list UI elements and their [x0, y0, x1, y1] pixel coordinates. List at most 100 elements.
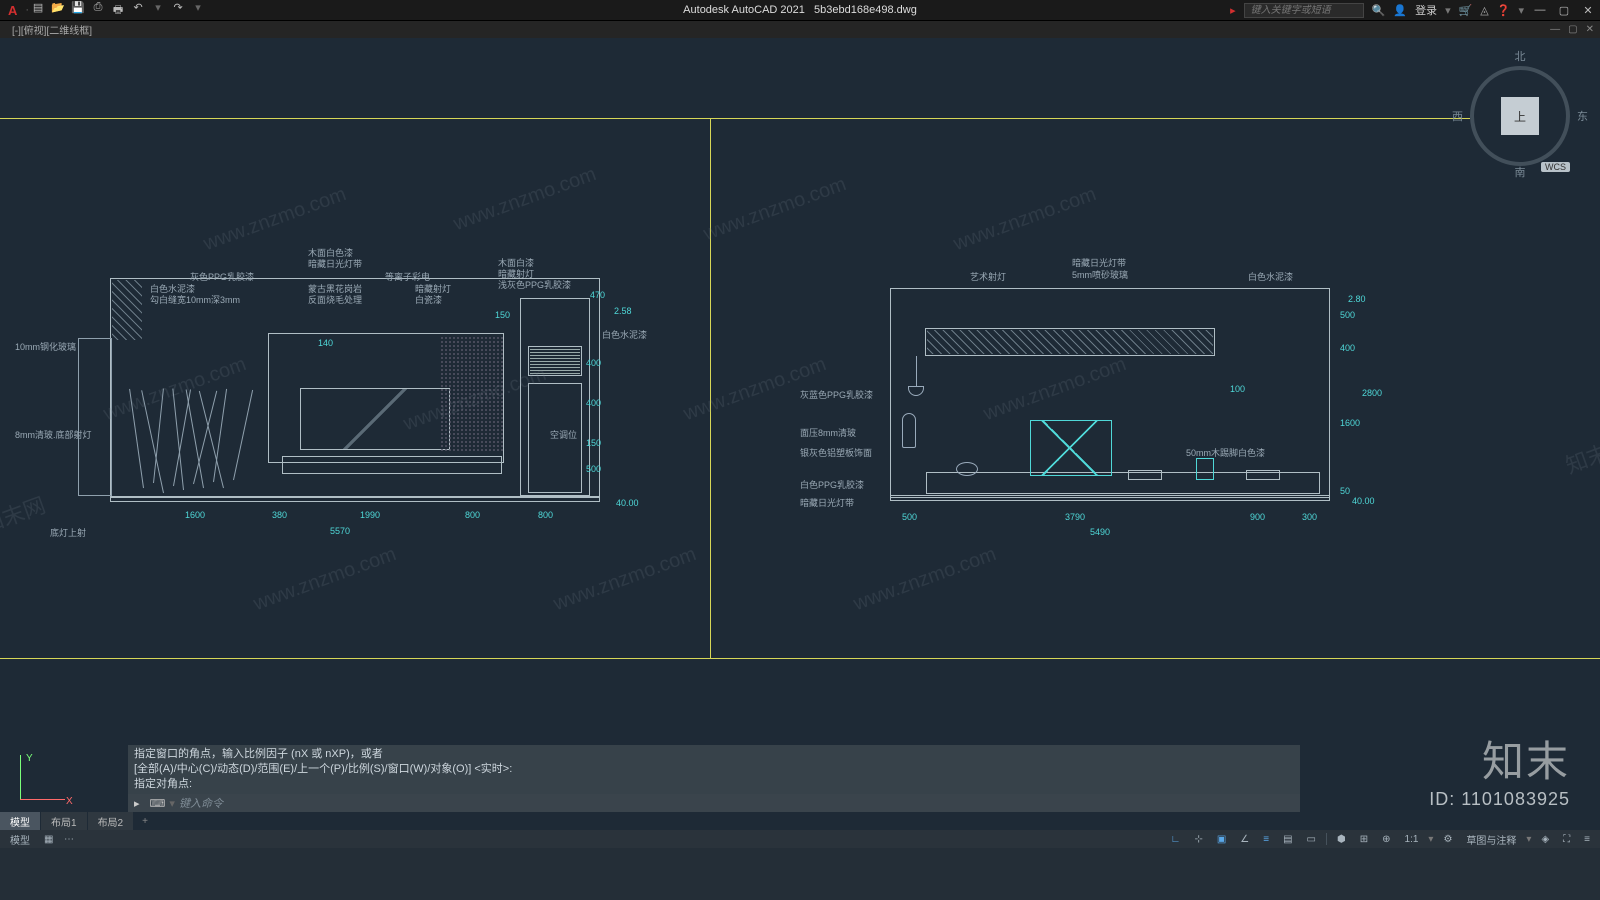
watermark-url: www.znzmo.com [451, 163, 600, 236]
tab-add-button[interactable]: + [134, 814, 156, 829]
status-trans-icon[interactable]: ▤ [1279, 834, 1296, 845]
vp-maximize-icon[interactable]: ▢ [1568, 24, 1577, 35]
qat-saveas-icon[interactable]: ⎙ [89, 1, 107, 20]
vp-minimize-icon[interactable]: — [1550, 24, 1560, 35]
status-dyn-icon[interactable]: ⊕ [1378, 834, 1394, 845]
wcs-badge[interactable]: WCS [1541, 162, 1570, 172]
dim-470: 470 [590, 290, 605, 300]
navcube-east[interactable]: 东 [1577, 108, 1588, 124]
dim-5570: 5570 [330, 526, 350, 536]
lbl-cement2: 白色水泥漆 [602, 328, 647, 341]
status-workspace-icon[interactable]: ◈ [1537, 834, 1553, 845]
dim-r280: 2.80 [1348, 294, 1366, 304]
lbl-50mm: 50mm木踢脚白色漆 [1186, 446, 1265, 459]
navcube-west[interactable]: 西 [1452, 108, 1463, 124]
dim-1990: 1990 [360, 510, 380, 520]
cmd-input-icon: ⌨ [146, 797, 170, 810]
command-area: 指定窗口的角点，输入比例因子 (nX 或 nXP)，或者 [全部(A)/中心(C… [128, 745, 1300, 812]
status-more-icon[interactable]: ⋯ [60, 834, 78, 845]
title-bar: A · ▤ 📂 💾 ⎙ 🖶 ↶ ▾ ↷ ▾ Autodesk AutoCAD 2… [0, 0, 1600, 20]
lbl-8mm-r: 面压8mm清玻 [800, 426, 856, 439]
tab-layout1[interactable]: 布局1 [41, 812, 87, 831]
navcube-north[interactable]: 北 [1515, 48, 1526, 64]
dim-r100: 100 [1230, 384, 1245, 394]
lbl-ppg: 灰色PPG乳胶漆 [190, 270, 254, 283]
minimize-button[interactable]: — [1532, 4, 1548, 16]
status-sel-icon[interactable]: ▭ [1303, 834, 1320, 845]
dim-r50: 50 [1340, 486, 1350, 496]
help-icon[interactable]: ❓ [1497, 4, 1511, 17]
status-anno-label[interactable]: 草图与注释 [1462, 832, 1520, 847]
dim-400b: 400 [586, 398, 601, 408]
status-bar: 模型 ▦ ⋯ ∟ ⊹ ▣ ∠ ≡ ▤ ▭ ⬢ ⊞ ⊕ 1:1 ▾ ⚙ 草图与注释… [0, 830, 1600, 848]
search-icon[interactable]: 🔍 [1372, 4, 1386, 17]
lbl-cement-r: 白色水泥漆 [1248, 270, 1293, 283]
cmd-hist-line: 指定窗口的角点，输入比例因子 (nX 或 nXP)，或者 [134, 747, 1294, 762]
watermark-corner: 知末网 [1561, 428, 1600, 481]
status-snap-icon[interactable]: ⊞ [1356, 834, 1372, 845]
lbl-ppg-white: 白色PPG乳胶漆 [800, 478, 864, 491]
watermark-url: www.znzmo.com [701, 173, 850, 246]
command-history: 指定窗口的角点，输入比例因子 (nX 或 nXP)，或者 [全部(A)/中心(C… [128, 745, 1300, 794]
watermark-url: www.znzmo.com [951, 183, 1100, 256]
ucs-x-label: X [66, 796, 73, 807]
lbl-art-spot: 艺术射灯 [970, 270, 1006, 283]
lbl-hidden: 暗藏日光灯带 [308, 257, 362, 270]
status-scale[interactable]: 1:1 [1401, 834, 1423, 845]
dim-400a: 400 [586, 358, 601, 368]
qat-plot-icon[interactable]: 🖶 [109, 1, 127, 20]
login-label[interactable]: 登录 [1415, 2, 1437, 18]
status-ortho-icon[interactable]: ∟ [1167, 834, 1185, 845]
qat-undo-icon[interactable]: ↶ [129, 1, 147, 20]
qat-save-icon[interactable]: 💾 [69, 1, 87, 20]
vp-close-icon[interactable]: ✕ [1586, 24, 1594, 35]
dim-140: 140 [318, 338, 333, 348]
tab-layout2[interactable]: 布局2 [88, 812, 134, 831]
status-grid-icon[interactable]: ▦ [40, 834, 57, 845]
navcube-south[interactable]: 南 [1515, 164, 1526, 180]
status-polar-icon[interactable]: ⊹ [1190, 834, 1206, 845]
status-osnap-icon[interactable]: ▣ [1213, 834, 1230, 845]
command-input[interactable]: 键入命令 [175, 795, 223, 811]
close-button[interactable]: ✕ [1580, 4, 1596, 17]
viewport-label[interactable]: [-][俯视][二维线框] [6, 22, 98, 37]
dim-258: 2.58 [614, 306, 632, 316]
dim-r2800: 2800 [1362, 388, 1382, 398]
watermark-brand: 知末 ID: 1101083925 [1429, 728, 1570, 810]
cmd-chevron-icon[interactable]: ▸ [128, 797, 146, 810]
status-otrack-icon[interactable]: ∠ [1236, 834, 1253, 845]
cmd-hist-line: 指定对角点: [134, 777, 1294, 792]
lbl-5mm: 5mm喷砂玻璃 [1072, 268, 1128, 281]
status-lwt-icon[interactable]: ≡ [1259, 834, 1273, 845]
watermark-url: www.znzmo.com [551, 543, 700, 616]
status-customize-icon[interactable]: ≡ [1580, 834, 1594, 845]
maximize-button[interactable]: ▢ [1556, 4, 1572, 17]
status-model-label[interactable]: 模型 [6, 832, 34, 847]
cmd-hist-line: [全部(A)/中心(C)/动态(D)/范围(E)/上一个(P)/比例(S)/窗口… [134, 762, 1294, 777]
qat-open-icon[interactable]: 📂 [49, 1, 67, 20]
lbl-ppg-gray: 灰蓝色PPG乳胶漆 [800, 388, 873, 401]
command-line[interactable]: ▸ ⌨ ▾ 键入命令 [128, 794, 1300, 812]
tab-model[interactable]: 模型 [0, 812, 40, 831]
left-elevation: 10mm钢化玻璃 8mm清玻.底部射灯 底灯上射 灰色PPG乳胶漆 白色水泥漆 … [20, 238, 660, 548]
qat-new-icon[interactable]: ▤ [29, 1, 47, 20]
cart-icon[interactable]: 🛒 [1459, 4, 1473, 17]
dim-150: 150 [495, 310, 510, 320]
status-gear-icon[interactable]: ⚙ [1439, 834, 1456, 845]
drawing-canvas[interactable]: 北 上 西 东 南 WCS [0, 38, 1600, 830]
status-fullscreen-icon[interactable]: ⛶ [1559, 834, 1574, 845]
user-icon[interactable]: 👤 [1393, 4, 1407, 17]
qat-redo-icon[interactable]: ↷ [169, 1, 187, 20]
dim-1600: 1600 [185, 510, 205, 520]
title-text: Autodesk AutoCAD 2021 5b3ebd168e498.dwg [683, 4, 917, 16]
app-logo: A [8, 3, 17, 18]
dim-r900: 900 [1250, 512, 1265, 522]
dim-r40: 40.00 [1352, 496, 1375, 506]
search-input[interactable] [1244, 3, 1364, 18]
status-iso-icon[interactable]: ⬢ [1333, 834, 1350, 845]
navcube-top-face[interactable]: 上 [1501, 97, 1539, 135]
watermark-url: www.znzmo.com [251, 543, 400, 616]
dim-r300: 300 [1302, 512, 1317, 522]
dim-r500v: 500 [1340, 310, 1355, 320]
app-icon[interactable]: ◬ [1480, 4, 1488, 17]
